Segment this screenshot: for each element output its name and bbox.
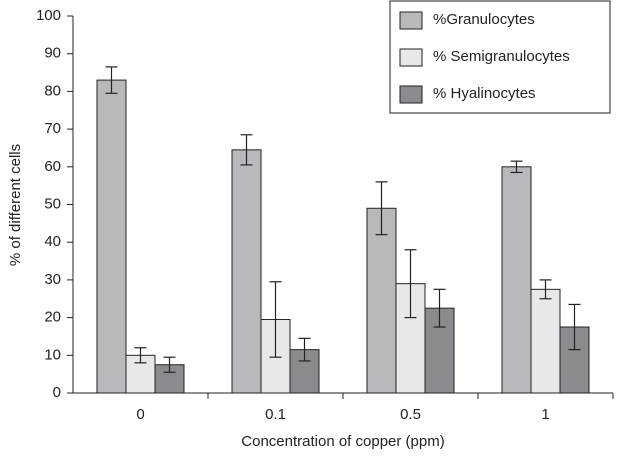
y-tick-label: 100 [36,7,61,24]
y-tick-label: 40 [44,233,61,250]
error-bar [134,347,147,364]
bar [501,166,532,394]
bar [366,207,397,394]
y-tick-label: 30 [44,271,61,288]
y-tick-label: 50 [44,195,61,212]
error-bar [298,337,311,362]
legend-label: % Semigranulocytes [433,48,570,65]
error-bar [163,356,176,373]
legend-label: %Granulocytes [433,11,535,28]
error-bar [375,181,388,236]
error-bar [510,160,523,174]
legend-swatch [399,85,423,104]
y-tick-label: 90 [44,45,61,62]
y-tick-label: 60 [44,158,61,175]
error-bar [269,281,282,358]
y-tick-label: 20 [44,309,61,326]
legend-label: % Hyalinocytes [433,85,536,102]
error-bar [433,288,446,328]
y-tick-label: 70 [44,120,61,137]
error-bar [105,66,118,94]
legend-box [389,0,611,114]
legend-swatch [399,11,423,30]
x-tick-label: 0.5 [400,406,421,423]
error-bar [568,303,581,351]
x-tick-label: 0.1 [265,406,286,423]
y-axis-label: % of different cells [7,144,24,266]
error-bar [539,279,552,300]
y-tick-label: 80 [44,82,61,99]
bar [231,149,262,394]
bar [96,79,127,394]
y-tick-label: 10 [44,346,61,363]
y-tick-label: 0 [53,384,61,401]
x-tick-label: 0 [136,406,144,423]
legend-swatch [399,48,423,67]
bar [530,288,561,394]
x-tick-label: 1 [541,406,549,423]
error-bar [404,249,417,319]
error-bar [240,134,253,166]
x-axis-label: Concentration of copper (ppm) [241,433,444,450]
